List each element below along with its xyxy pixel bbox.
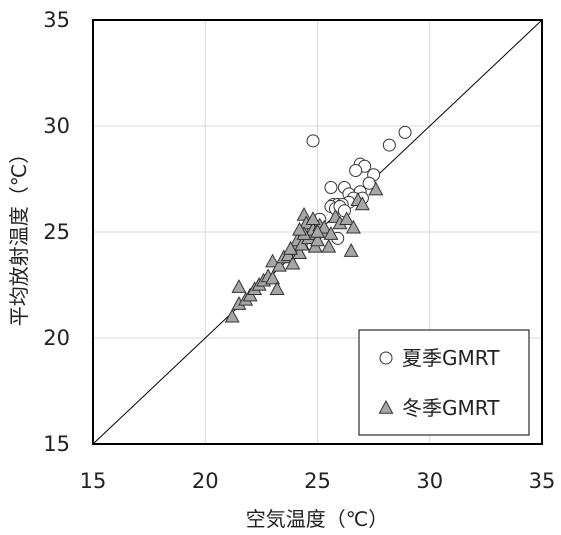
data-point-summer bbox=[398, 125, 412, 139]
legend-label: 冬季GMRT bbox=[402, 396, 500, 420]
x-tick-label: 35 bbox=[529, 469, 556, 493]
y-tick-labels: 15 20 25 30 35 bbox=[43, 8, 70, 456]
data-point-winter bbox=[323, 226, 339, 240]
data-points bbox=[224, 125, 412, 323]
x-tick-label: 30 bbox=[416, 469, 443, 493]
data-point-winter bbox=[292, 221, 308, 236]
data-point-winter bbox=[265, 270, 281, 285]
y-tick-label: 25 bbox=[43, 220, 70, 244]
data-point-winter bbox=[310, 223, 325, 238]
legend-label: 夏季GMRT bbox=[402, 346, 500, 370]
x-tick-label: 25 bbox=[304, 469, 331, 493]
data-point-winter bbox=[231, 279, 247, 293]
y-tick-label: 20 bbox=[43, 326, 70, 350]
data-point-winter bbox=[343, 243, 359, 257]
data-point-winter bbox=[345, 219, 361, 234]
data-point-winter bbox=[310, 232, 325, 247]
data-point-summer bbox=[324, 180, 338, 194]
data-point-winter bbox=[321, 238, 337, 253]
data-point-winter bbox=[316, 219, 332, 234]
data-point-winter bbox=[368, 181, 384, 196]
data-point-winter bbox=[269, 281, 285, 295]
x-tick-label: 15 bbox=[80, 469, 107, 493]
data-point-winter bbox=[283, 240, 299, 255]
data-point-winter bbox=[354, 196, 370, 211]
y-tick-label: 15 bbox=[43, 432, 70, 456]
data-point-winter bbox=[285, 255, 301, 270]
data-point-summer bbox=[349, 164, 363, 178]
data-point-winter bbox=[224, 308, 240, 323]
legend-marker-winter bbox=[378, 399, 394, 414]
data-point-winter bbox=[265, 253, 281, 268]
y-tick-label: 30 bbox=[43, 114, 70, 138]
legend: 夏季GMRT 冬季GMRT bbox=[358, 329, 530, 436]
data-point-winter bbox=[339, 211, 355, 226]
y-tick-label: 35 bbox=[43, 8, 70, 32]
x-axis-label: 空気温度（℃） bbox=[246, 507, 388, 531]
data-point-summer bbox=[382, 138, 396, 152]
x-tick-label: 20 bbox=[192, 469, 219, 493]
y-axis-label: 平均放射温度（℃） bbox=[7, 144, 31, 326]
data-point-winter bbox=[305, 211, 321, 226]
legend-marker-summer bbox=[379, 351, 393, 365]
data-point-winter bbox=[271, 257, 287, 272]
plot-frame bbox=[92, 19, 543, 445]
legend-box bbox=[358, 329, 530, 436]
data-point-summer bbox=[306, 134, 320, 148]
x-tick-labels: 15 20 25 30 35 bbox=[80, 469, 556, 493]
